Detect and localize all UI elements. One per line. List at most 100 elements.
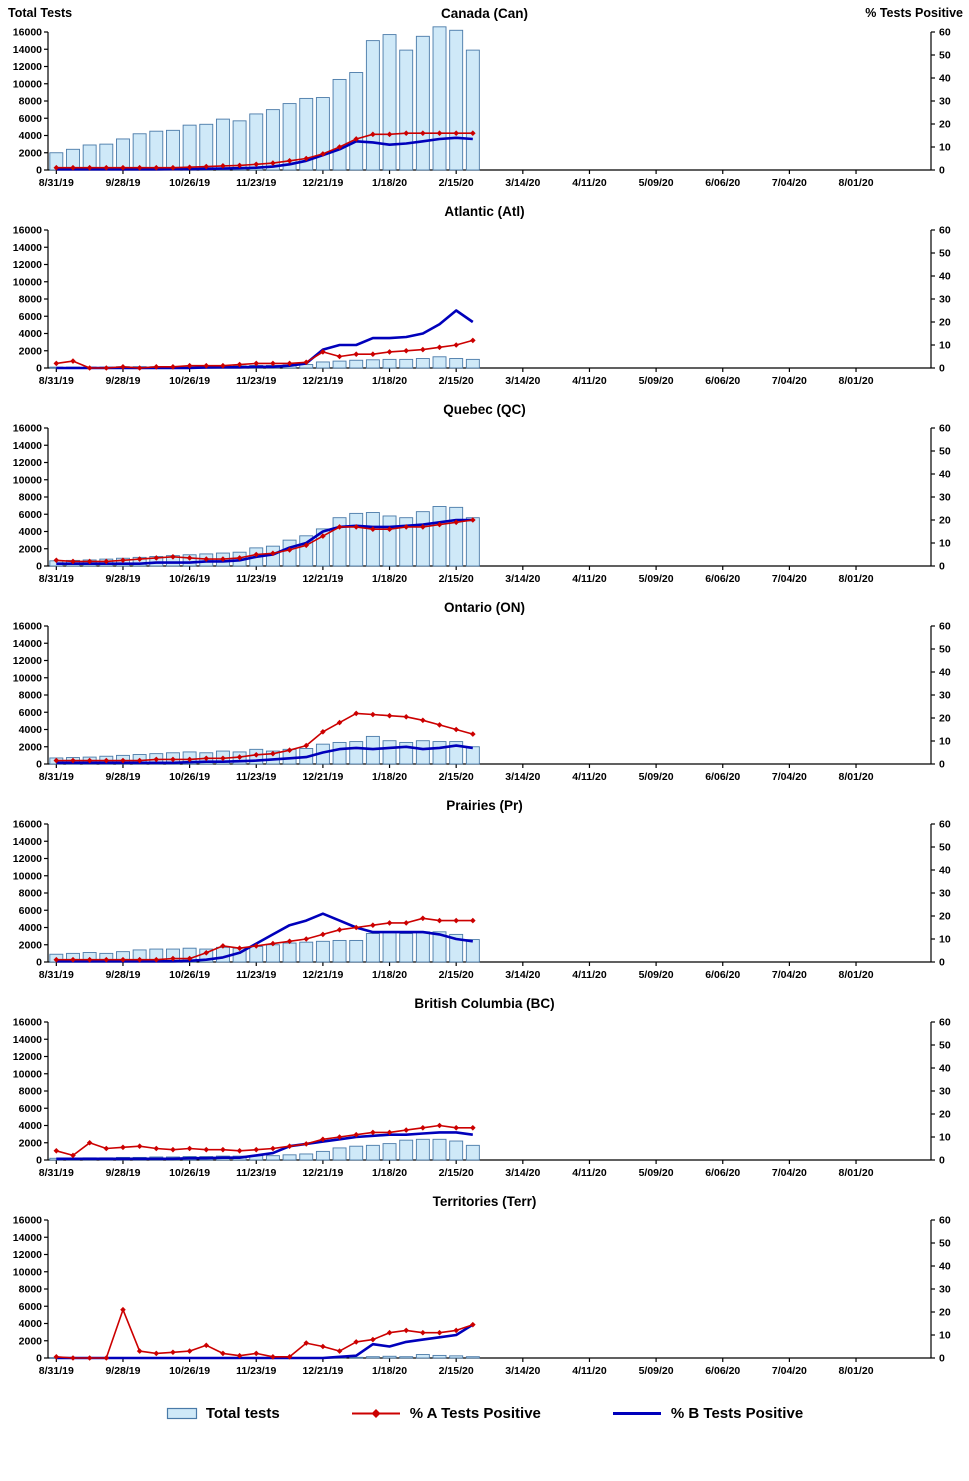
- svg-text:12/21/19: 12/21/19: [302, 1365, 343, 1377]
- svg-text:16000: 16000: [13, 1017, 42, 1029]
- svg-text:2/15/20: 2/15/20: [439, 177, 474, 189]
- svg-text:30: 30: [939, 1086, 951, 1098]
- svg-text:14000: 14000: [13, 1034, 42, 1046]
- svg-text:11/23/19: 11/23/19: [236, 177, 276, 189]
- svg-text:4000: 4000: [19, 1318, 43, 1330]
- svg-text:5/09/20: 5/09/20: [639, 969, 674, 981]
- panel-quebec: Quebec (QC) 0 2000 4000 6000 8000 10000 12000 1…: [0, 400, 969, 598]
- panel-atlantic-title: Atlantic (Atl): [444, 204, 525, 219]
- prairies-chart: 0 2000 4000 6000 8000 10000 12000 14000 16000 0 10…: [13, 819, 951, 982]
- svg-text:1/18/20: 1/18/20: [372, 1167, 407, 1179]
- svg-text:40: 40: [939, 1261, 951, 1273]
- svg-text:20: 20: [939, 317, 951, 329]
- svg-text:0: 0: [939, 1353, 945, 1365]
- svg-text:4/11/20: 4/11/20: [572, 573, 607, 585]
- panel-canada-title: Canada (Can): [440, 6, 528, 21]
- legend-total-tests: Total tests: [166, 1405, 280, 1422]
- svg-text:1/18/20: 1/18/20: [372, 375, 407, 387]
- panel-canada-header: Total Tests Canada (Can) % Tests Positiv…: [0, 4, 969, 24]
- svg-text:40: 40: [939, 469, 951, 481]
- svg-text:8/31/19: 8/31/19: [39, 1365, 74, 1377]
- total-tests-swatch-icon: [166, 1407, 197, 1419]
- svg-text:10: 10: [939, 538, 951, 550]
- svg-text:2000: 2000: [19, 543, 43, 555]
- svg-text:50: 50: [939, 644, 951, 656]
- svg-text:4/11/20: 4/11/20: [572, 375, 607, 387]
- svg-text:0: 0: [36, 1155, 42, 1167]
- svg-text:40: 40: [939, 73, 951, 85]
- svg-text:50: 50: [939, 842, 951, 854]
- svg-text:10/26/19: 10/26/19: [169, 1167, 210, 1179]
- svg-text:16000: 16000: [13, 225, 42, 237]
- svg-text:60: 60: [939, 621, 951, 633]
- panel-quebec-title: Quebec (QC): [443, 402, 526, 417]
- svg-text:8/01/20: 8/01/20: [839, 375, 874, 387]
- svg-text:8/31/19: 8/31/19: [39, 177, 74, 189]
- panel-quebec-header: Quebec (QC): [0, 400, 969, 420]
- svg-text:10/26/19: 10/26/19: [169, 1365, 210, 1377]
- svg-text:20: 20: [939, 515, 951, 527]
- svg-text:20: 20: [939, 1109, 951, 1121]
- svg-text:8000: 8000: [19, 1284, 43, 1296]
- svg-text:14000: 14000: [13, 836, 42, 848]
- svg-text:10: 10: [939, 142, 951, 154]
- svg-text:8/31/19: 8/31/19: [39, 771, 74, 783]
- svg-text:14000: 14000: [13, 44, 42, 56]
- svg-text:6/06/20: 6/06/20: [705, 969, 740, 981]
- svg-text:40: 40: [939, 865, 951, 877]
- svg-text:8000: 8000: [19, 888, 43, 900]
- svg-text:5/09/20: 5/09/20: [639, 375, 674, 387]
- svg-text:2/15/20: 2/15/20: [439, 1365, 474, 1377]
- svg-text:0: 0: [939, 1155, 945, 1167]
- svg-text:8/01/20: 8/01/20: [839, 1365, 874, 1377]
- svg-text:10000: 10000: [13, 672, 42, 684]
- svg-text:10: 10: [939, 340, 951, 352]
- svg-text:4000: 4000: [19, 922, 43, 934]
- svg-text:7/04/20: 7/04/20: [772, 771, 807, 783]
- svg-text:10/26/19: 10/26/19: [169, 375, 210, 387]
- svg-text:2/15/20: 2/15/20: [439, 375, 474, 387]
- svg-text:0: 0: [939, 759, 945, 771]
- svg-text:14000: 14000: [13, 440, 42, 452]
- svg-text:14000: 14000: [13, 638, 42, 650]
- svg-text:2000: 2000: [19, 1137, 43, 1149]
- a-positive-line-icon: [351, 1408, 400, 1418]
- panel-prairies-header: Prairies (Pr): [0, 796, 969, 816]
- canada-chart: 0 2000 4000 6000 8000 10000 12000 14000 16000 0 10…: [13, 26, 951, 189]
- svg-text:8/01/20: 8/01/20: [839, 771, 874, 783]
- svg-text:6000: 6000: [19, 509, 43, 521]
- svg-text:10: 10: [939, 934, 951, 946]
- svg-text:2000: 2000: [19, 741, 43, 753]
- svg-text:6000: 6000: [19, 707, 43, 719]
- svg-text:60: 60: [939, 27, 951, 39]
- svg-text:4/11/20: 4/11/20: [572, 177, 607, 189]
- svg-text:12/21/19: 12/21/19: [302, 573, 343, 585]
- legend-a-positive: % A Tests Positive: [350, 1405, 541, 1422]
- svg-text:10/26/19: 10/26/19: [169, 969, 210, 981]
- svg-text:3/14/20: 3/14/20: [505, 177, 540, 189]
- svg-text:4/11/20: 4/11/20: [572, 771, 607, 783]
- svg-text:9/28/19: 9/28/19: [105, 1167, 140, 1179]
- svg-text:60: 60: [939, 423, 951, 435]
- svg-text:12/21/19: 12/21/19: [302, 969, 343, 981]
- svg-text:5/09/20: 5/09/20: [639, 573, 674, 585]
- panel-prairies-title: Prairies (Pr): [446, 798, 523, 813]
- right-axis-title: % Tests Positive: [865, 6, 963, 20]
- svg-text:8/31/19: 8/31/19: [39, 375, 74, 387]
- svg-text:4/11/20: 4/11/20: [572, 1365, 607, 1377]
- svg-text:50: 50: [939, 446, 951, 458]
- svg-text:40: 40: [939, 271, 951, 283]
- svg-text:2/15/20: 2/15/20: [439, 771, 474, 783]
- panel-territories: Territories (Terr) 0 2000 4000 6000 8000 1000…: [0, 1192, 969, 1390]
- svg-text:0: 0: [36, 759, 42, 771]
- svg-text:3/14/20: 3/14/20: [505, 771, 540, 783]
- svg-text:6000: 6000: [19, 905, 43, 917]
- svg-text:0: 0: [939, 363, 945, 375]
- svg-text:6000: 6000: [19, 1103, 43, 1115]
- svg-text:2000: 2000: [19, 939, 43, 951]
- svg-text:5/09/20: 5/09/20: [639, 177, 674, 189]
- svg-text:11/23/19: 11/23/19: [236, 1365, 276, 1377]
- svg-text:11/23/19: 11/23/19: [236, 573, 276, 585]
- svg-text:8/01/20: 8/01/20: [839, 1167, 874, 1179]
- svg-text:10/26/19: 10/26/19: [169, 573, 210, 585]
